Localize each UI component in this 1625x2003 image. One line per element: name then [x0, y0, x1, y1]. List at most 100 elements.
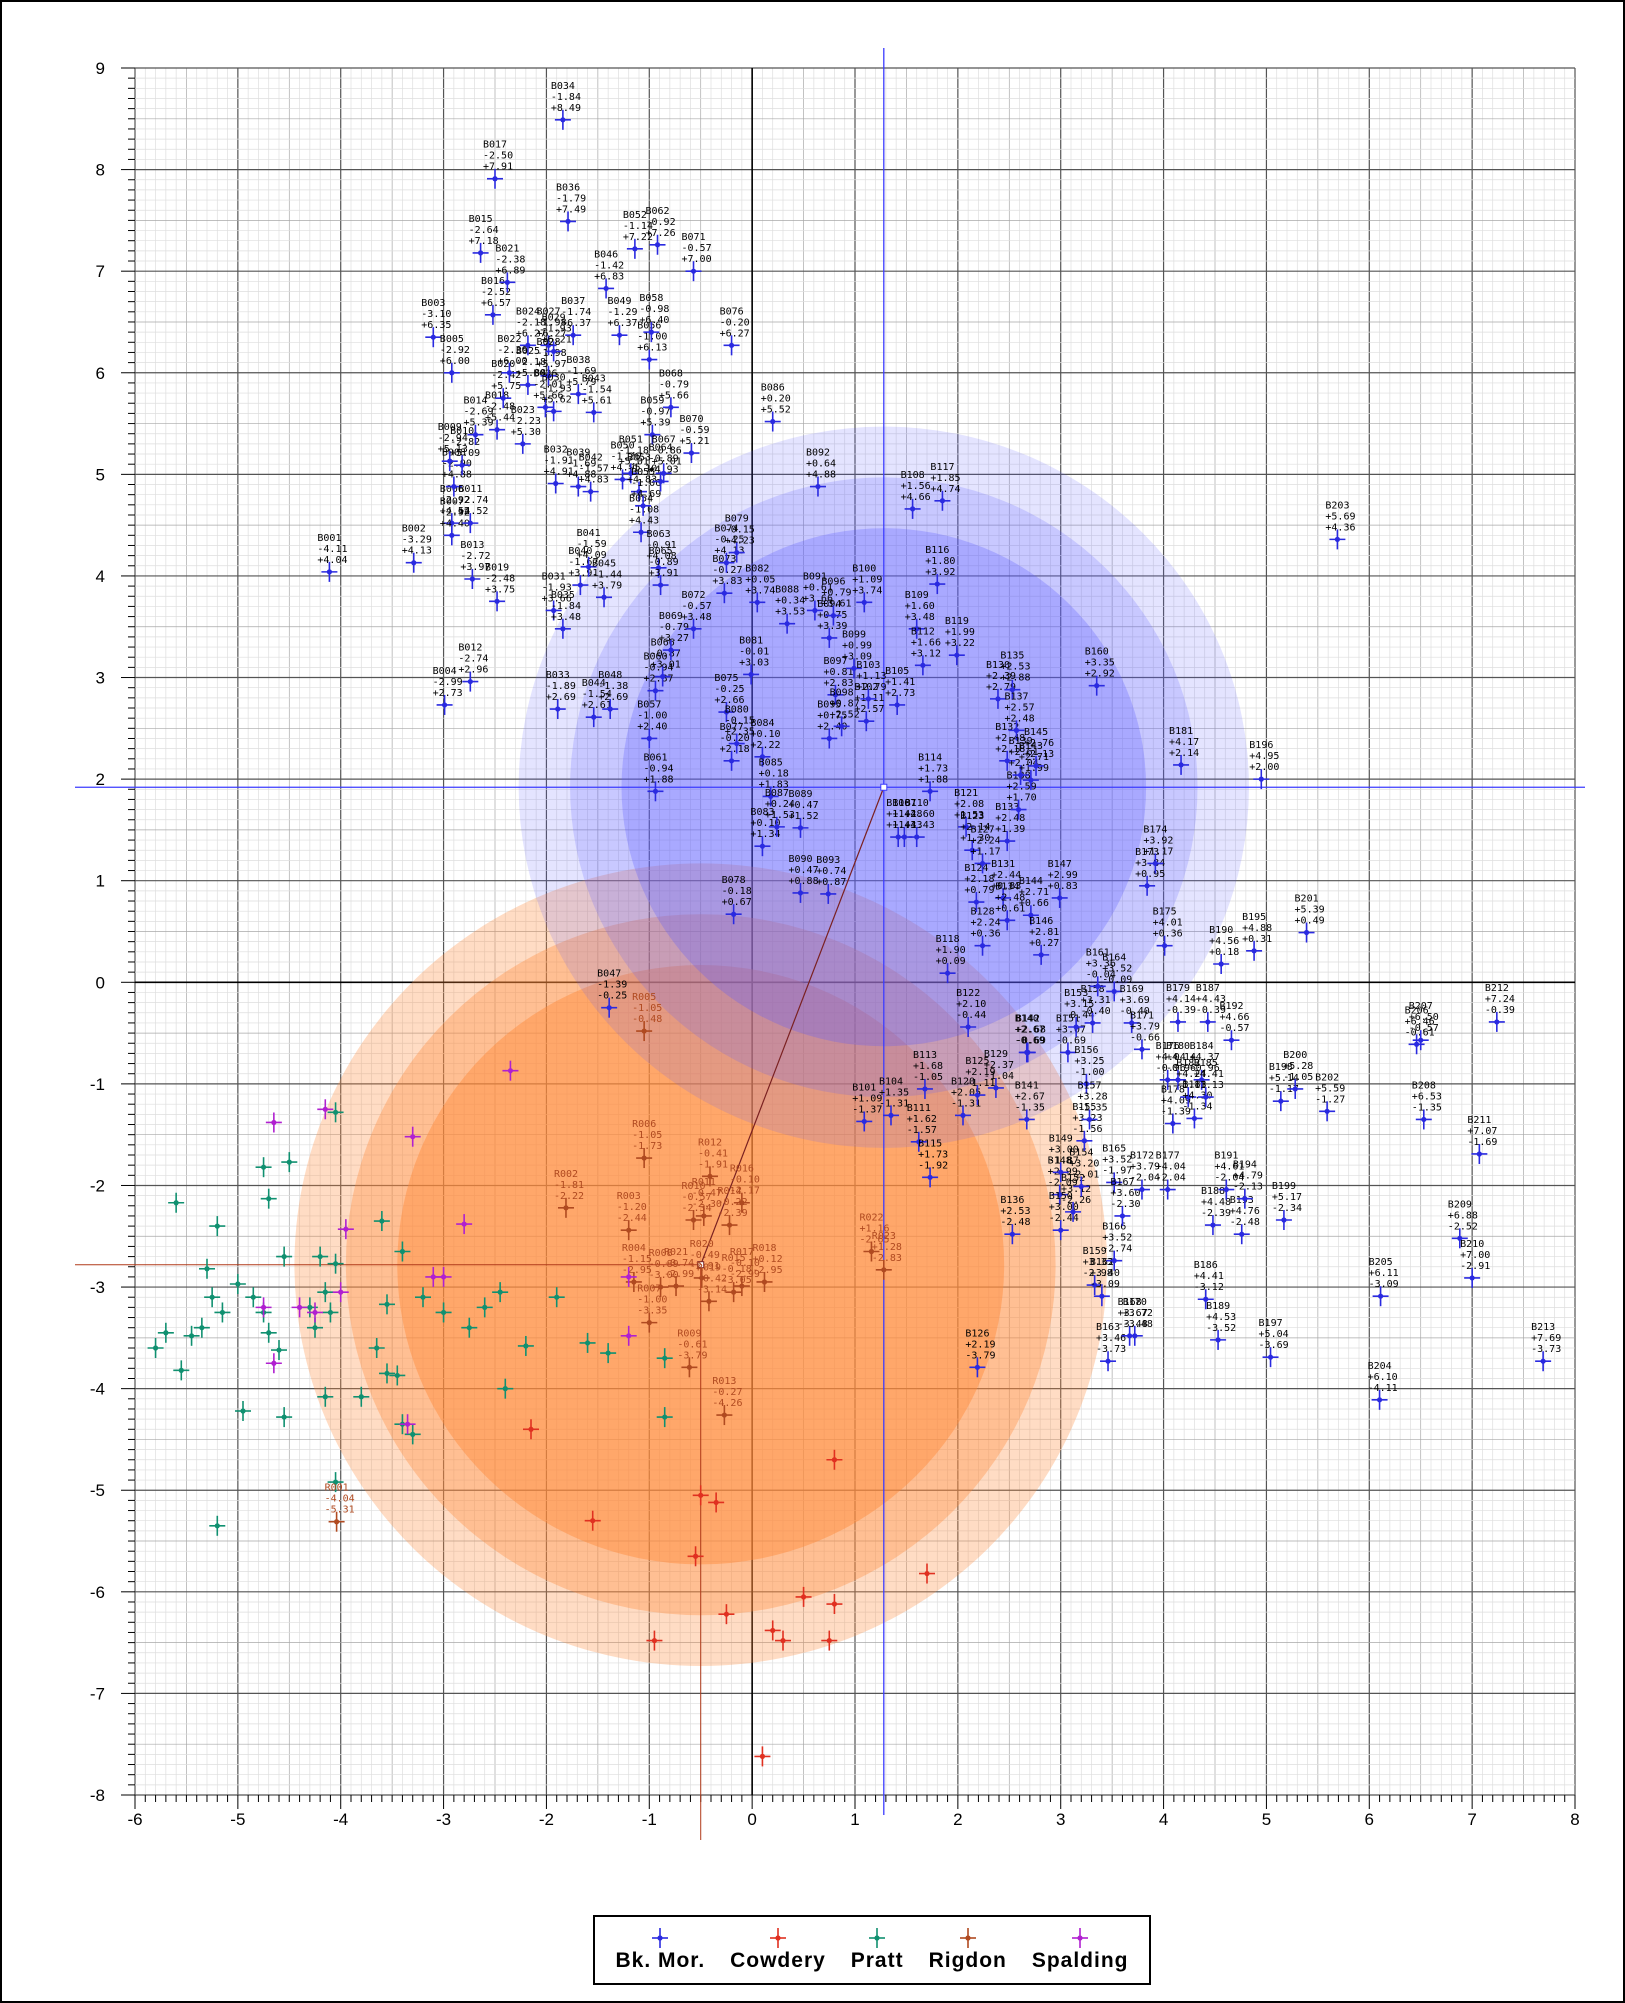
- data-point: [701, 1166, 718, 1187]
- data-point: [1088, 675, 1105, 696]
- point-label: B012 -2.74 +2.96: [458, 643, 488, 676]
- point-label-line: +2.13: [1024, 749, 1054, 760]
- point-label-line: -2.92: [440, 507, 470, 518]
- point-label: B209 +6.88 -2.52: [1448, 1199, 1478, 1232]
- data-point: [260, 1188, 277, 1209]
- data-point-dot: [825, 891, 831, 897]
- point-label-line: B036: [556, 182, 580, 193]
- point-label-line: -1.15: [622, 1254, 652, 1265]
- point-label-line: -1.08: [629, 504, 659, 515]
- point-label-line: +5.44: [485, 413, 515, 424]
- point-label: B149 +3.00 -1.87: [1049, 1133, 1079, 1166]
- data-point: [999, 831, 1016, 852]
- data-point-dot: [332, 1479, 339, 1485]
- data-point: [1084, 1012, 1101, 1033]
- point-label-line: -1.37: [852, 1104, 882, 1115]
- point-label-line: B030: [542, 372, 566, 383]
- point-label-line: B096: [821, 577, 845, 588]
- point-label-line: +5.62: [542, 394, 572, 405]
- point-label-line: B109: [905, 590, 929, 601]
- point-label-line: +0.67: [722, 897, 752, 908]
- point-label-line: B012: [458, 643, 482, 654]
- data-point-dot: [728, 758, 735, 764]
- point-label-line: +4.41: [1194, 1271, 1224, 1282]
- data-point: [635, 495, 652, 516]
- data-point: [425, 327, 442, 348]
- data-point-dot: [626, 1274, 632, 1280]
- point-label-line: B055: [631, 467, 655, 478]
- data-point-dot: [780, 1637, 786, 1644]
- point-label: B019 -2.48 +3.75: [485, 562, 515, 595]
- point-label-line: B083: [750, 807, 774, 818]
- point-label-line: +0.99: [842, 640, 872, 651]
- data-point-dot: [1013, 727, 1020, 733]
- point-label-line: B143: [1019, 741, 1043, 752]
- point-label-line: +0.31: [1242, 934, 1272, 945]
- data-point-dot: [692, 1553, 699, 1559]
- data-point: [656, 1348, 673, 1369]
- point-label: B207 +6.50 -0.57: [1409, 1001, 1439, 1034]
- point-label-line: B205: [1369, 1257, 1393, 1268]
- data-point-dot: [960, 1112, 966, 1118]
- point-label: R001 -4.04 -5.31: [325, 1483, 355, 1516]
- data-point-dot: [713, 1499, 719, 1506]
- point-label-line: +4.83: [579, 475, 609, 486]
- data-point: [939, 963, 956, 984]
- data-point-dot: [1334, 536, 1340, 542]
- point-label: B129 +2.37 -1.04: [984, 1049, 1014, 1082]
- point-label-line: B171: [1130, 1010, 1154, 1021]
- data-point: [235, 1400, 251, 1421]
- data-point: [620, 1266, 637, 1287]
- point-label-line: +3.52: [1102, 963, 1132, 974]
- data-point: [489, 419, 506, 440]
- point-label-line: B051: [619, 434, 643, 445]
- point-label: B175 +4.01 +0.36: [1153, 907, 1183, 940]
- point-label-line: +3.91: [649, 568, 679, 579]
- data-point: [1164, 1113, 1181, 1134]
- data-point: [545, 600, 562, 621]
- data-point-dot: [472, 432, 479, 438]
- point-label-line: +1.28: [872, 1242, 902, 1253]
- point-label-line: -2.30: [692, 1199, 722, 1210]
- point-label-line: +3.66: [542, 593, 572, 604]
- point-label-line: B126: [965, 1328, 989, 1339]
- point-label-line: -1.91: [544, 455, 574, 466]
- point-label: B181 +4.17 +2.14: [1169, 726, 1199, 759]
- data-point: [368, 1338, 385, 1359]
- point-label: B125 +2.19 -1.11: [965, 1056, 995, 1089]
- point-label: B189 +4.53 -3.52: [1206, 1301, 1236, 1334]
- data-point-dot: [553, 480, 559, 487]
- data-point-dot: [1018, 772, 1024, 778]
- data-point-dot: [545, 342, 552, 348]
- data-point: [685, 261, 702, 282]
- data-point-dot: [461, 1221, 467, 1227]
- data-point: [655, 463, 672, 484]
- y-tick-label: -5: [90, 1481, 105, 1500]
- legend-marker-glyph-dot: [657, 1935, 663, 1941]
- point-label-line: B188: [1201, 1186, 1225, 1197]
- data-point-dot: [662, 1355, 668, 1361]
- point-label-line: -1.04: [984, 1071, 1014, 1082]
- point-label-line: +6.53: [1412, 1091, 1442, 1102]
- point-label-line: +0.10: [750, 729, 780, 740]
- point-label-line: -0.57: [682, 1192, 712, 1203]
- point-label-line: B127: [971, 824, 995, 835]
- point-label: B177 +4.04 -2.04: [1156, 1151, 1186, 1184]
- point-label: B037 -1.74 +6.37: [561, 296, 591, 329]
- data-point-dot: [525, 382, 531, 388]
- point-label-line: B168: [1118, 1297, 1142, 1308]
- point-label-line: -2.69: [463, 407, 493, 418]
- point-label-line: B041: [577, 528, 601, 539]
- point-label: B081 -0.01 +3.03: [739, 635, 769, 668]
- point-label: B078 -0.18 +0.67: [722, 875, 752, 908]
- point-label-line: B130: [986, 660, 1010, 671]
- data-point: [626, 238, 643, 259]
- data-point-dot: [661, 470, 667, 476]
- point-label-line: B160: [1085, 647, 1109, 658]
- data-point: [856, 1111, 873, 1132]
- data-point: [328, 1511, 345, 1532]
- point-label-line: +1.09: [852, 574, 882, 585]
- data-point-dot: [954, 652, 960, 658]
- point-label-line: -2.99: [730, 1269, 760, 1280]
- data-point: [1329, 529, 1346, 550]
